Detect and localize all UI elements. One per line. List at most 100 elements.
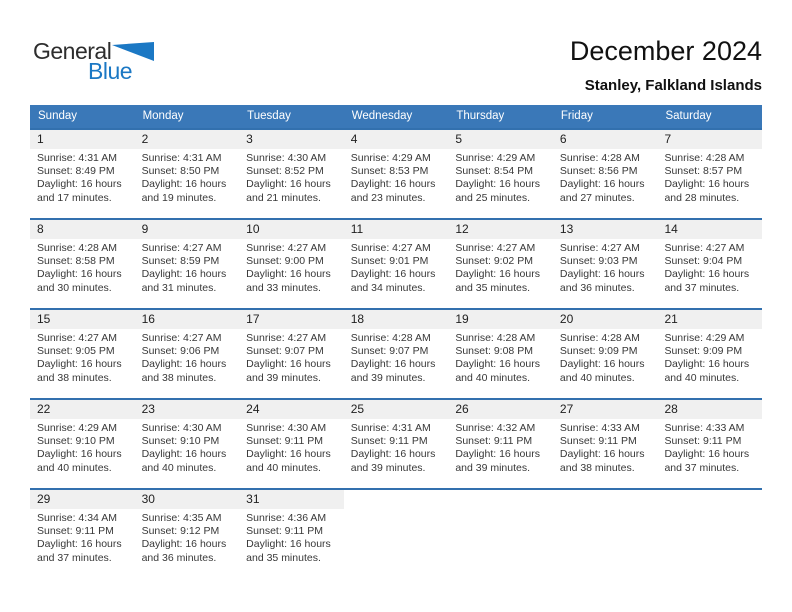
detail-line: Sunrise: 4:30 AM — [141, 422, 222, 434]
day-header-saturday: Saturday — [665, 110, 712, 122]
detail-line: Daylight: 16 hours — [664, 268, 750, 281]
detail-line: Daylight: 16 hours — [246, 358, 331, 371]
detail-line: and 36 minutes. — [141, 551, 217, 564]
detail-line: and 38 minutes. — [141, 371, 217, 384]
day-number: 26 — [448, 400, 553, 419]
day-number — [344, 490, 449, 509]
day-cell: 7 Sunrise: 4:28 AM Sunset: 8:57 PM Daylight… — [657, 130, 763, 218]
detail-line: Daylight: 16 hours — [455, 178, 540, 191]
calendar: Sunday Monday Tuesday Wednesday Thursday Frid… — [30, 105, 763, 578]
day-details: Sunrise: 4:28 AM Sunset: 8:58 PM Daylight:… — [30, 239, 135, 295]
day-number: 14 — [657, 220, 763, 239]
day-details: Sunrise: 4:28 AM Sunset: 9:08 PM Daylight:… — [448, 329, 553, 385]
day-number: 18 — [343, 310, 449, 329]
detail-line: and 40 minutes. — [559, 371, 635, 384]
detail-line: Daylight: 16 hours — [559, 268, 645, 281]
week-row: 8 Sunrise: 4:28 AM Sunset: 8:58 PM Daylight… — [30, 218, 763, 308]
day-details: Sunrise: 4:31 AM Sunset: 9:11 PM Daylight:… — [344, 419, 449, 475]
day-number: 4 — [343, 130, 449, 149]
detail-line: Sunset: 8:56 PM — [559, 165, 638, 178]
detail-line: Sunset: 8:52 PM — [246, 165, 324, 178]
day-details: Sunrise: 4:35 AM Sunset: 9:12 PM Daylight:… — [135, 509, 240, 565]
day-cell: 18 Sunrise: 4:28 AM Sunset: 9:07 PM Dayligh… — [343, 310, 449, 398]
day-cell: 25 Sunrise: 4:31 AM Sunset: 9:11 PM Dayligh… — [343, 400, 449, 488]
day-cell: 15 Sunrise: 4:27 AM Sunset: 9:05 PM Dayligh… — [30, 310, 135, 398]
detail-line: Sunset: 8:49 PM — [37, 165, 115, 178]
day-number: 20 — [552, 310, 658, 329]
detail-line: Sunset: 8:57 PM — [664, 165, 743, 178]
day-number: 28 — [657, 400, 763, 419]
detail-line: Sunset: 9:10 PM — [141, 435, 220, 448]
day-cell: 19 Sunrise: 4:28 AM Sunset: 9:08 PM Dayligh… — [448, 310, 553, 398]
day-number — [553, 490, 658, 509]
day-cell: 8 Sunrise: 4:28 AM Sunset: 8:58 PM Daylight… — [30, 220, 135, 308]
day-cell: 5 Sunrise: 4:29 AM Sunset: 8:54 PM Daylight… — [448, 130, 553, 218]
day-details: Sunrise: 4:27 AM Sunset: 8:59 PM Daylight:… — [135, 239, 240, 295]
title-block: December 2024 Stanley, Falkland Islands — [570, 36, 762, 94]
day-cell: 21 Sunrise: 4:29 AM Sunset: 9:09 PM Dayligh… — [657, 310, 763, 398]
detail-line: Daylight: 16 hours — [559, 358, 645, 371]
day-cell: 2 Sunrise: 4:31 AM Sunset: 8:50 PM Daylight… — [134, 130, 240, 218]
detail-line: Sunset: 9:11 PM — [455, 435, 533, 448]
detail-line: Daylight: 16 hours — [455, 358, 540, 371]
day-details: Sunrise: 4:27 AM Sunset: 9:04 PM Daylight:… — [657, 239, 762, 295]
detail-line: Sunset: 9:07 PM — [246, 345, 324, 358]
day-details: Sunrise: 4:31 AM Sunset: 8:49 PM Daylight:… — [30, 149, 135, 205]
detail-line: Sunrise: 4:32 AM — [455, 422, 536, 434]
day-details: Sunrise: 4:30 AM Sunset: 9:10 PM Daylight:… — [135, 419, 240, 475]
page-title: December 2024 — [569, 36, 762, 66]
detail-line: Sunrise: 4:29 AM — [350, 152, 431, 164]
detail-line: Daylight: 16 hours — [246, 178, 331, 191]
detail-line: Sunrise: 4:30 AM — [246, 152, 327, 164]
detail-line: Sunrise: 4:31 AM — [37, 152, 117, 164]
detail-line: and 37 minutes. — [37, 551, 112, 564]
detail-line: and 39 minutes. — [246, 371, 321, 384]
detail-line: Sunset: 9:09 PM — [559, 345, 638, 358]
day-number: 17 — [239, 310, 344, 329]
detail-line: Sunset: 9:06 PM — [141, 345, 220, 358]
detail-line: Sunset: 9:11 PM — [246, 435, 324, 448]
detail-line: Sunrise: 4:33 AM — [559, 422, 640, 434]
day-number: 7 — [657, 130, 763, 149]
day-details: Sunrise: 4:30 AM Sunset: 8:52 PM Daylight:… — [239, 149, 344, 205]
detail-line: Sunset: 9:07 PM — [350, 345, 429, 358]
detail-line: Sunrise: 4:33 AM — [664, 422, 745, 434]
day-details: Sunrise: 4:29 AM Sunset: 8:53 PM Daylight:… — [344, 149, 449, 205]
day-number: 24 — [239, 400, 344, 419]
day-cell: 28 Sunrise: 4:33 AM Sunset: 9:11 PM Dayligh… — [657, 400, 763, 488]
detail-line: Sunset: 9:03 PM — [559, 255, 638, 268]
day-number: 1 — [30, 130, 135, 149]
detail-line: Daylight: 16 hours — [455, 268, 540, 281]
detail-line: Daylight: 16 hours — [664, 358, 750, 371]
detail-line: and 40 minutes. — [455, 371, 531, 384]
day-number — [657, 490, 762, 509]
detail-line: Sunrise: 4:28 AM — [664, 152, 745, 164]
day-cell: 16 Sunrise: 4:27 AM Sunset: 9:06 PM Dayligh… — [134, 310, 240, 398]
detail-line: and 40 minutes. — [246, 461, 321, 474]
day-cell: 31 Sunrise: 4:36 AM Sunset: 9:11 PM Dayligh… — [239, 490, 344, 578]
day-number: 30 — [134, 490, 240, 509]
day-header-friday: Friday — [560, 110, 593, 122]
day-number: 6 — [552, 130, 658, 149]
day-cell: 12 Sunrise: 4:27 AM Sunset: 9:02 PM Dayligh… — [448, 220, 553, 308]
detail-line: Daylight: 16 hours — [37, 448, 122, 461]
day-number: 8 — [30, 220, 135, 239]
detail-line: Daylight: 16 hours — [141, 268, 227, 281]
detail-line: Daylight: 16 hours — [141, 448, 227, 461]
day-details: Sunrise: 4:27 AM Sunset: 9:01 PM Daylight:… — [344, 239, 449, 295]
detail-line: Sunset: 9:11 PM — [664, 435, 742, 448]
day-cell: 26 Sunrise: 4:32 AM Sunset: 9:11 PM Dayligh… — [448, 400, 553, 488]
detail-line: Sunrise: 4:28 AM — [37, 242, 117, 254]
detail-line: and 38 minutes. — [559, 461, 635, 474]
detail-line: Sunset: 9:11 PM — [37, 525, 114, 538]
detail-line: Sunrise: 4:27 AM — [141, 332, 222, 344]
week-row: 1 Sunrise: 4:31 AM Sunset: 8:49 PM Daylight… — [30, 128, 763, 218]
day-details: Sunrise: 4:29 AM Sunset: 9:09 PM Daylight:… — [657, 329, 762, 385]
detail-line: and 35 minutes. — [246, 551, 321, 564]
detail-line: Sunset: 9:11 PM — [246, 525, 324, 538]
day-details: Sunrise: 4:28 AM Sunset: 9:07 PM Daylight:… — [344, 329, 449, 385]
detail-line: Sunset: 9:08 PM — [455, 345, 533, 358]
day-number: 19 — [448, 310, 553, 329]
empty-day-cell — [344, 490, 449, 578]
day-details: Sunrise: 4:33 AM Sunset: 9:11 PM Daylight:… — [553, 419, 658, 475]
